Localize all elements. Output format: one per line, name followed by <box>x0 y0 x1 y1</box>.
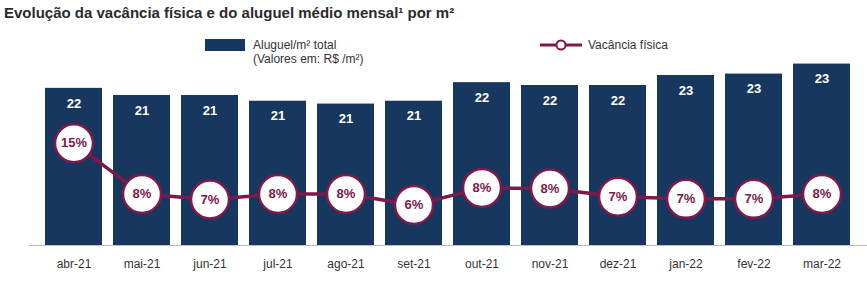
svg-text:21: 21 <box>135 103 149 118</box>
svg-text:6%: 6% <box>405 197 424 212</box>
html-text:(Valores em: R$ /m²): (Valores em: R$ /m²) <box>253 52 364 66</box>
svg-text:7%: 7% <box>609 189 628 204</box>
svg-text:8%: 8% <box>133 186 152 201</box>
svg-text:8%: 8% <box>269 186 288 201</box>
svg-text:nov-21: nov-21 <box>532 257 569 271</box>
svg-text:22: 22 <box>475 90 489 105</box>
svg-text:8%: 8% <box>813 186 832 201</box>
svg-text:21: 21 <box>271 108 285 123</box>
svg-text:23: 23 <box>815 71 829 86</box>
svg-text:mai-21: mai-21 <box>124 257 161 271</box>
svg-text:7%: 7% <box>201 192 220 207</box>
svg-text:7%: 7% <box>677 191 696 206</box>
svg-text:23: 23 <box>679 83 693 98</box>
svg-text:21: 21 <box>203 103 217 118</box>
svg-text:out-21: out-21 <box>465 257 499 271</box>
svg-text:8%: 8% <box>473 180 492 195</box>
svg-text:jun-21: jun-21 <box>192 257 227 271</box>
svg-text:abr-21: abr-21 <box>57 257 92 271</box>
svg-text:jul-21: jul-21 <box>262 257 293 271</box>
html-text:Vacância física: Vacância física <box>588 38 668 52</box>
svg-text:7%: 7% <box>745 191 764 206</box>
svg-text:fev-22: fev-22 <box>737 257 771 271</box>
svg-text:dez-21: dez-21 <box>600 257 637 271</box>
svg-text:21: 21 <box>339 111 353 126</box>
svg-text:22: 22 <box>611 93 625 108</box>
svg-text:22: 22 <box>67 96 81 111</box>
svg-text:8%: 8% <box>337 186 356 201</box>
svg-text:15%: 15% <box>61 135 87 150</box>
svg-text:23: 23 <box>747 81 761 96</box>
html-text:Aluguel/m² total: Aluguel/m² total <box>253 38 337 52</box>
svg-text:mar-22: mar-22 <box>803 257 841 271</box>
svg-text:21: 21 <box>407 108 421 123</box>
svg-text:ago-21: ago-21 <box>327 257 365 271</box>
svg-text:set-21: set-21 <box>397 257 431 271</box>
svg-text:8%: 8% <box>541 181 560 196</box>
svg-text:jan-22: jan-22 <box>668 257 703 271</box>
svg-text:22: 22 <box>543 93 557 108</box>
html-text:Evolução da vacância física e: Evolução da vacância física e do aluguel… <box>4 4 455 21</box>
